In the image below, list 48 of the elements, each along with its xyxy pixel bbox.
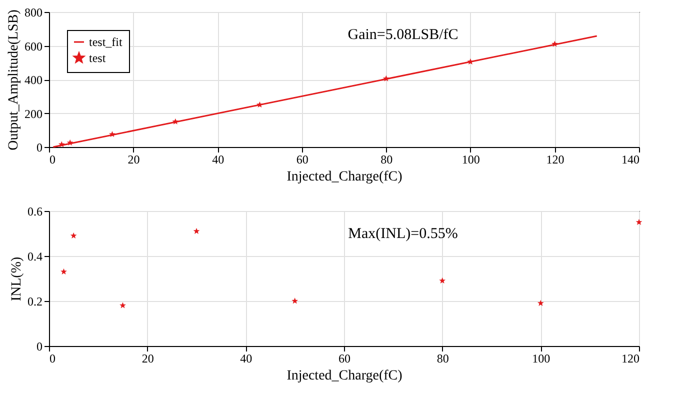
x-tick-label: 120 xyxy=(546,152,564,166)
x-tick-label: 120 xyxy=(622,352,640,366)
y-tick-label: 600 xyxy=(24,39,42,54)
x-tick-label: 20 xyxy=(142,352,154,366)
point xyxy=(120,302,126,308)
y-tick-label: 0.2 xyxy=(28,294,42,308)
y-axis-title: INL(%) xyxy=(10,256,24,302)
point xyxy=(66,139,74,146)
point xyxy=(552,40,558,47)
point xyxy=(636,218,642,225)
point xyxy=(439,277,446,284)
x-tick-label: 60 xyxy=(296,152,308,166)
x-axis-title: Injected_Charge(fC) xyxy=(286,368,403,384)
y-axis-title: Output_Amplitude(LSB) xyxy=(6,9,22,150)
point xyxy=(382,75,390,82)
x-tick-label: 0 xyxy=(50,352,56,366)
annotation: Max(INL)=0.55% xyxy=(348,226,458,242)
y-tick-label: 400 xyxy=(24,73,42,87)
x-tick-label: 100 xyxy=(462,152,480,166)
x-axis-title: Injected_Charge(fC) xyxy=(286,170,403,184)
x-tick-label: 100 xyxy=(532,352,550,366)
point xyxy=(467,58,474,64)
point xyxy=(109,130,116,138)
point xyxy=(60,268,67,274)
x-tick-label: 40 xyxy=(240,352,252,366)
y-tick-label: 0 xyxy=(36,140,42,154)
point xyxy=(172,118,179,124)
y-tick-label: 0.4 xyxy=(28,250,42,264)
point xyxy=(58,141,65,148)
x-tick-label: 80 xyxy=(380,152,393,166)
x-tick-label: 0 xyxy=(50,152,56,166)
point xyxy=(256,101,263,108)
y-tick-label: 0.6 xyxy=(28,204,42,218)
y-tick-label: 800 xyxy=(24,6,42,20)
x-tick-label: 60 xyxy=(338,352,350,366)
point xyxy=(292,298,298,304)
x-tick-label: 140 xyxy=(622,152,640,166)
x-tick-label: 20 xyxy=(128,152,140,166)
point xyxy=(70,232,77,238)
y-tick-label: 200 xyxy=(24,106,42,121)
x-tick-label: 80 xyxy=(436,352,449,366)
point xyxy=(537,300,544,306)
x-tick-label: 40 xyxy=(212,152,224,166)
annotation: Gain=5.08LSB/fC xyxy=(348,27,458,43)
y-tick-label: 0 xyxy=(36,340,42,354)
legend-label: test xyxy=(89,51,106,65)
legend-label: test_fit xyxy=(89,35,123,49)
point xyxy=(193,228,200,234)
